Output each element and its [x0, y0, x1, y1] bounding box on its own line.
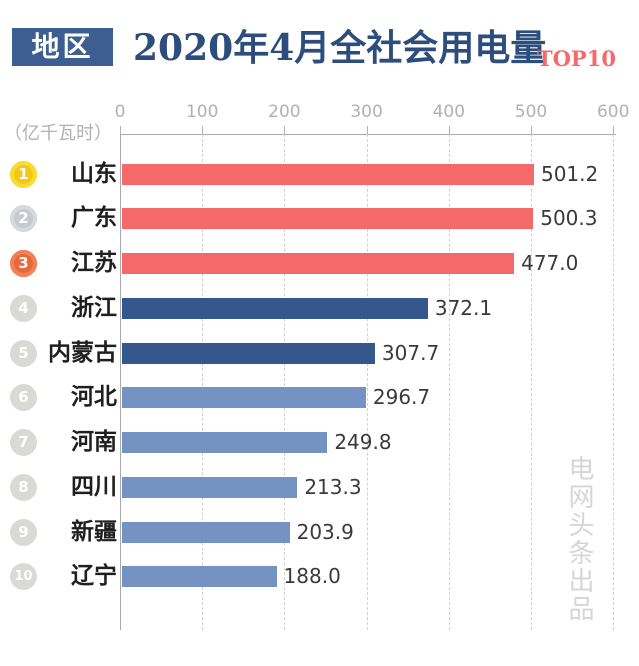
province-label: 浙江: [71, 294, 117, 321]
province-label: 江苏: [71, 250, 117, 276]
gridline: [448, 134, 450, 630]
x-tick-label: 300: [350, 102, 383, 122]
bar-value-label: 296.7: [372, 385, 431, 410]
x-tick-mark: [120, 126, 121, 134]
gridline: [366, 134, 368, 630]
x-tick-mark: [366, 126, 368, 134]
x-tick-label: 0: [114, 102, 126, 122]
rank-badge-4: 4: [10, 294, 37, 322]
rank-badge-9: 9: [10, 518, 37, 546]
bar: [122, 521, 290, 543]
bar: [122, 208, 534, 230]
bar-value-label: 307.7: [381, 340, 440, 365]
gridline: [284, 134, 286, 630]
rank-badge-8: 8: [10, 473, 37, 501]
axis-unit-label: （亿千瓦时）: [4, 123, 112, 144]
x-tick-mark: [613, 126, 615, 134]
rank-badge-7: 7: [10, 429, 37, 456]
bar: [122, 297, 428, 319]
province-label: 河南: [71, 429, 117, 455]
bar: [122, 342, 375, 364]
gridline: [202, 134, 204, 630]
watermark-text: 电网头条出品: [564, 455, 594, 623]
bar-value-label: 249.8: [334, 430, 392, 454]
province-label: 河北: [71, 384, 117, 411]
bar: [122, 432, 328, 453]
x-axis-line: [120, 134, 616, 135]
chart-subtitle-top10: TOP10: [537, 46, 616, 71]
x-tick-label: 200: [268, 102, 301, 122]
gridline: [613, 134, 615, 630]
y-axis-spine: [120, 134, 121, 630]
rank-badge-2: 2: [10, 205, 37, 233]
x-tick-label: 100: [185, 102, 219, 122]
x-tick-label: 600: [596, 102, 630, 122]
bar: [122, 253, 515, 274]
bar: [122, 163, 534, 185]
province-label: 内蒙古: [48, 339, 117, 366]
bar: [122, 476, 298, 498]
rank-badge-10: 10: [10, 563, 37, 591]
bar-value-label: 213.3: [304, 474, 362, 499]
bar-value-label: 203.9: [296, 519, 354, 544]
province-label: 四川: [71, 473, 117, 500]
province-label: 新疆: [71, 518, 117, 545]
x-tick-label: 400: [432, 102, 466, 122]
bar-value-label: 188.0: [283, 564, 341, 589]
bar: [122, 566, 277, 588]
x-tick-label: 500: [514, 102, 548, 122]
gridline: [531, 134, 532, 630]
x-tick-mark: [531, 126, 532, 134]
bar-value-label: 501.2: [540, 161, 599, 186]
x-tick-mark: [448, 126, 450, 134]
chart-title: 2020年4月全社会用电量: [133, 27, 547, 69]
rank-badge-5: 5: [10, 339, 37, 367]
rank-badge-6: 6: [10, 384, 37, 412]
x-tick-mark: [202, 126, 204, 134]
category-badge: 地区: [12, 28, 113, 66]
province-label: 广东: [71, 205, 117, 232]
province-label: 山东: [71, 160, 117, 187]
rank-badge-3: 3: [10, 250, 37, 277]
bar-value-label: 477.0: [521, 251, 579, 275]
x-tick-mark: [284, 126, 286, 134]
rank-badge-1: 1: [10, 160, 37, 188]
bar-value-label: 500.3: [540, 206, 598, 231]
bar: [122, 387, 366, 409]
province-label: 辽宁: [71, 563, 117, 590]
bar-value-label: 372.1: [434, 295, 493, 320]
